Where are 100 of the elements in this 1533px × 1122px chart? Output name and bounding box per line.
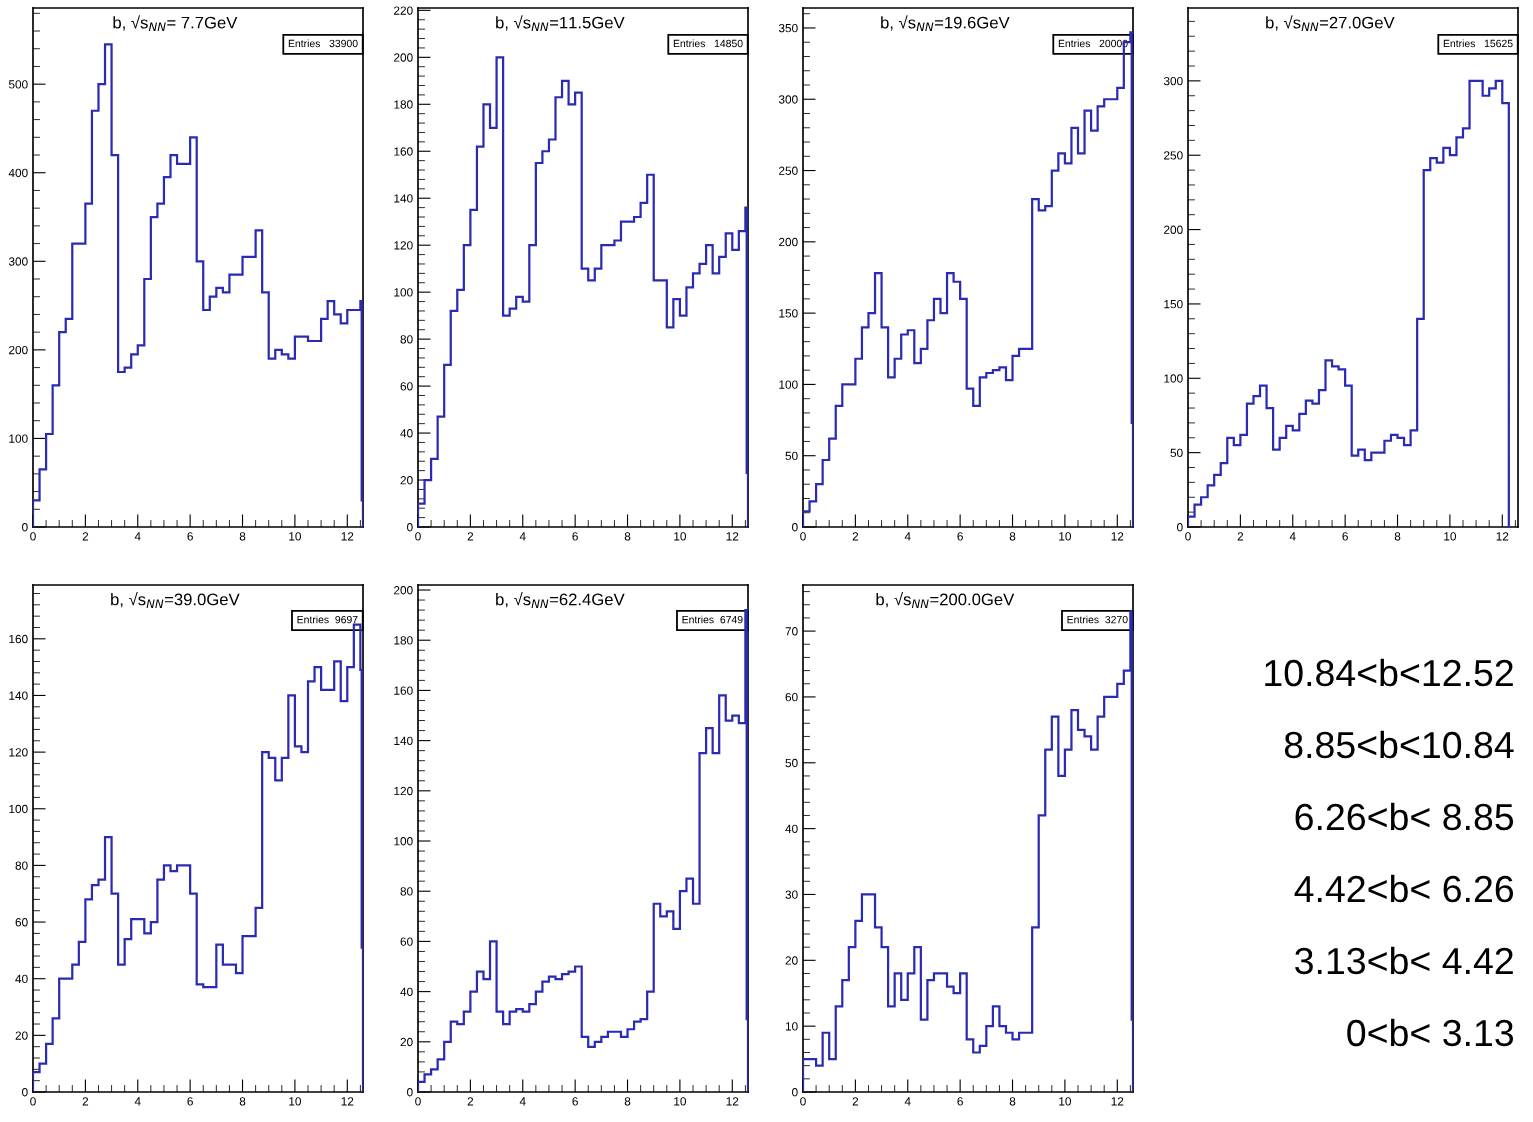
text: 6.26<b< 8.85 xyxy=(1295,802,1514,831)
y-tick-label: 100 xyxy=(9,434,28,443)
x-tick-label: 0 xyxy=(1185,532,1191,541)
y-tick-label: 50 xyxy=(1170,448,1183,458)
x-tick-label: 2 xyxy=(852,532,859,541)
y-tick-label: 50 xyxy=(785,758,798,768)
y-tick-label: 100 xyxy=(1164,374,1183,383)
x-tick-label: 0 xyxy=(800,532,806,541)
y-tick-label: 120 xyxy=(394,241,413,250)
x-tick-label: 6 xyxy=(572,532,578,541)
x-tick-label: 8 xyxy=(624,1097,631,1106)
x-tick-label: 10 xyxy=(1059,532,1072,541)
x-tick-label: 2 xyxy=(467,1097,474,1106)
x-tick-label: 10 xyxy=(674,1097,687,1106)
x-tick-label: 12 xyxy=(726,1097,739,1106)
y-tick-label: 0 xyxy=(22,1088,28,1097)
y-tick-label: 120 xyxy=(9,748,28,757)
y-tick-label: 0 xyxy=(792,1088,798,1097)
x-tick-label: 0 xyxy=(800,1097,806,1106)
text: 10.84<b<12.52 xyxy=(1265,658,1513,687)
annotation: Entries 6749 xyxy=(682,615,743,624)
y-tick-label: 150 xyxy=(1164,299,1183,309)
y-tick-label: 140 xyxy=(9,691,28,700)
x-tick-label: 6 xyxy=(572,1097,578,1106)
text: 0<b< 3.13 xyxy=(1347,1018,1514,1047)
x-tick-label: 10 xyxy=(1444,532,1457,541)
y-tick-label: 50 xyxy=(785,451,798,461)
y-tick-label: 0 xyxy=(22,523,28,532)
y-tick-label: 20 xyxy=(785,956,798,965)
x-tick-label: 4 xyxy=(134,532,141,541)
x-tick-label: 0 xyxy=(30,532,36,541)
y-tick-label: 100 xyxy=(394,288,413,297)
x-tick-label: 2 xyxy=(82,532,89,541)
x-tick-label: 6 xyxy=(957,1097,963,1106)
y-tick-label: 140 xyxy=(394,736,413,746)
y-tick-label: 40 xyxy=(400,987,413,996)
x-tick-label: 8 xyxy=(239,1097,246,1106)
y-tick-label: 140 xyxy=(394,194,413,203)
y-tick-label: 100 xyxy=(394,837,413,846)
y-tick-label: 300 xyxy=(1163,76,1183,86)
annotation: Entries 15625 xyxy=(1443,39,1513,48)
y-tick-label: 20 xyxy=(400,476,413,485)
y-tick-label: 0 xyxy=(407,1088,413,1097)
y-tick-label: 220 xyxy=(394,6,413,15)
x-tick-label: 4 xyxy=(1289,532,1296,541)
x-tick-label: 4 xyxy=(519,1097,526,1106)
y-tick-label: 80 xyxy=(400,887,413,896)
y-tick-label: 0 xyxy=(1177,523,1183,532)
y-tick-label: 150 xyxy=(779,309,798,318)
text: 8.85<b<10.84 xyxy=(1284,730,1514,759)
x-tick-label: 8 xyxy=(1394,532,1401,541)
y-tick-label: 20 xyxy=(400,1037,413,1047)
y-tick-label: 60 xyxy=(785,692,798,702)
chart-title: b, √s$_{NN}$=27.0GeV xyxy=(1266,15,1395,32)
x-tick-label: 2 xyxy=(852,1097,859,1106)
y-tick-label: 40 xyxy=(785,824,798,834)
x-tick-label: 2 xyxy=(1237,532,1244,541)
y-tick-label: 250 xyxy=(1164,151,1183,160)
annotation: Entries 33900 xyxy=(288,39,358,48)
x-tick-label: 10 xyxy=(1059,1097,1072,1106)
y-tick-label: 350 xyxy=(778,24,798,33)
text: 4.42<b< 6.26 xyxy=(1294,874,1514,903)
chart-title: b, √s$_{NN}$=39.0GeV xyxy=(111,591,240,608)
y-tick-label: 100 xyxy=(9,804,28,814)
y-tick-label: 10 xyxy=(785,1022,798,1031)
x-tick-label: 8 xyxy=(1009,1097,1016,1106)
y-tick-label: 40 xyxy=(400,429,413,438)
x-tick-label: 12 xyxy=(1111,532,1124,541)
y-tick-label: 200 xyxy=(779,237,798,247)
y-tick-label: 180 xyxy=(394,100,413,109)
y-tick-label: 200 xyxy=(1164,225,1183,234)
y-tick-label: 60 xyxy=(400,382,413,391)
y-tick-label: 20 xyxy=(15,1031,28,1040)
y-tick-label: 40 xyxy=(15,974,28,984)
x-tick-label: 12 xyxy=(341,532,354,541)
x-tick-label: 12 xyxy=(726,532,739,541)
chart-title: b, √s$_{NN}$=11.5GeV xyxy=(496,15,625,32)
annotation: Entries 9697 xyxy=(297,615,358,624)
x-tick-label: 10 xyxy=(289,1097,302,1106)
chart-title: b, √s$_{NN}$=19.6GeV xyxy=(881,15,1010,32)
y-tick-label: 0 xyxy=(792,523,798,532)
y-tick-label: 300 xyxy=(778,95,798,104)
chart-title: b, √s$_{NN}$=200.0GeV xyxy=(876,591,1015,608)
y-tick-label: 160 xyxy=(394,147,413,156)
y-tick-label: 500 xyxy=(8,80,28,89)
y-tick-label: 70 xyxy=(785,627,798,636)
y-tick-label: 100 xyxy=(779,380,798,389)
x-tick-label: 6 xyxy=(1342,532,1348,541)
x-tick-label: 6 xyxy=(957,532,963,541)
y-tick-label: 180 xyxy=(394,636,413,645)
x-tick-label: 0 xyxy=(415,1097,421,1106)
y-tick-label: 80 xyxy=(400,335,413,344)
y-tick-label: 60 xyxy=(400,937,413,946)
x-tick-label: 12 xyxy=(1111,1097,1124,1106)
x-tick-label: 8 xyxy=(624,532,631,541)
y-tick-label: 400 xyxy=(8,168,28,178)
y-tick-label: 80 xyxy=(15,861,28,870)
x-tick-label: 0 xyxy=(415,532,421,541)
x-tick-label: 8 xyxy=(239,532,246,541)
x-tick-label: 10 xyxy=(289,532,302,541)
